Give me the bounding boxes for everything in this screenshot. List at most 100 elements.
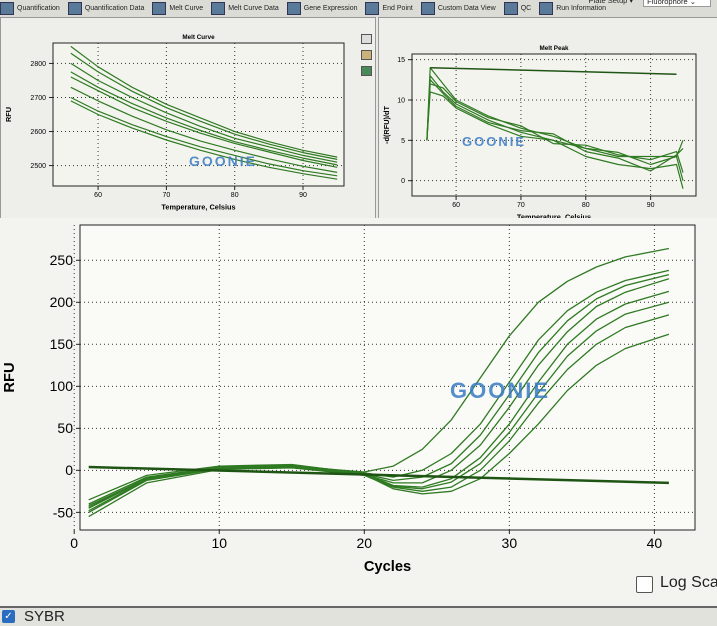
series-line-7 bbox=[70, 100, 338, 180]
tab-quantification[interactable]: Quantification bbox=[0, 2, 60, 15]
x-tick-label: 40 bbox=[647, 535, 663, 551]
series-line-2 bbox=[426, 83, 684, 173]
fluorophore-strip: ✓ SYBR bbox=[0, 606, 717, 626]
y-tick-label: 2800 bbox=[30, 61, 46, 68]
x-tick-label: 20 bbox=[357, 535, 373, 551]
x-tick-label: 30 bbox=[502, 535, 518, 551]
series-line-4 bbox=[426, 79, 684, 172]
x-tick-label: 80 bbox=[582, 202, 590, 209]
tab-label: End Point bbox=[382, 5, 413, 12]
log-scale-label: Log Scale bbox=[660, 574, 717, 591]
y-tick-label: 2600 bbox=[30, 129, 46, 136]
chart-title: Melt Peak bbox=[539, 45, 569, 52]
series-line-6 bbox=[70, 96, 338, 177]
y-tick-label: 200 bbox=[50, 294, 74, 310]
y-tick-label: 100 bbox=[50, 378, 74, 394]
y-tick-label: 0 bbox=[401, 178, 405, 185]
melt-curve-chart: Melt Curve 60 70 80 90 2500 2600 2700 2800 Temper… bbox=[4, 34, 345, 212]
bar-chart-icon bbox=[286, 2, 301, 15]
tab-label: Quantification bbox=[17, 5, 60, 12]
threshold-line bbox=[88, 465, 669, 485]
watermark: GOONIE bbox=[189, 153, 257, 169]
tab-label: Melt Curve Data bbox=[228, 5, 279, 12]
gear-icon bbox=[420, 2, 435, 15]
y-tick-label: 250 bbox=[50, 252, 74, 268]
series-line-0 bbox=[70, 45, 338, 158]
flat-line bbox=[430, 66, 677, 75]
plate-setup-dropdown[interactable]: Plate Setup ▾ bbox=[589, 0, 634, 7]
melt-curve-panel: Melt Curve 60 70 80 90 2500 2600 2700 2800 Temper… bbox=[0, 17, 376, 219]
tab-gene-expression[interactable]: Gene Expression bbox=[286, 2, 358, 15]
tab-quantification-data[interactable]: Quantification Data bbox=[67, 2, 145, 15]
tab-end-point[interactable]: End Point bbox=[365, 2, 413, 15]
y-tick-label: 10 bbox=[397, 97, 405, 104]
table-chart-icon bbox=[67, 2, 82, 15]
watermark: GOONIE bbox=[450, 378, 550, 403]
x-tick-label: 70 bbox=[162, 192, 170, 199]
x-tick-label: 80 bbox=[231, 192, 239, 199]
tab-melt-curve-data[interactable]: Melt Curve Data bbox=[211, 2, 279, 15]
tab-label: QC bbox=[520, 5, 532, 12]
x-tick-label: 10 bbox=[211, 535, 227, 551]
x-tick-label: 60 bbox=[94, 192, 102, 199]
tab-label: Gene Expression bbox=[303, 5, 358, 12]
tab-qc[interactable]: QC bbox=[503, 2, 532, 15]
peak-icon bbox=[152, 2, 167, 15]
info-icon bbox=[539, 2, 554, 15]
y-tick-label: 150 bbox=[50, 336, 74, 352]
tab-label: Quantification Data bbox=[84, 5, 145, 12]
melt-peak-panel: Melt Peak 60 70 80 90 0 5 10 15 Temperature, Cels… bbox=[378, 17, 717, 222]
watermark: GOONIE bbox=[462, 134, 526, 149]
y-tick-label: -50 bbox=[53, 504, 73, 520]
tab-run-information[interactable]: Run Information bbox=[539, 2, 606, 15]
sybr-checkbox[interactable]: ✓ bbox=[2, 610, 15, 623]
x-axis-label: Temperature, Celsius bbox=[161, 203, 235, 212]
peak-table-icon bbox=[211, 2, 226, 15]
series-line-2 bbox=[70, 62, 338, 163]
end-point-icon bbox=[365, 2, 380, 15]
x-tick-label: 70 bbox=[517, 202, 525, 209]
tab-label: Run Information bbox=[556, 5, 606, 12]
sybr-label: SYBR bbox=[24, 608, 65, 625]
series-line-3 bbox=[88, 278, 670, 513]
tab-label: Melt Curve bbox=[169, 5, 204, 12]
y-axis-label: RFU bbox=[4, 107, 13, 122]
plate-setup-label: Plate Setup bbox=[588, 0, 628, 5]
y-axis-label: -d(RFU)/dT bbox=[382, 106, 391, 144]
plot-area bbox=[52, 42, 345, 187]
y-tick-label: 0 bbox=[65, 462, 73, 478]
plot-area bbox=[411, 53, 697, 197]
amplification-panel: 0 10 20 30 40 -50 0 50 100 150 200 250 Cycles RFU GOON… bbox=[0, 218, 717, 606]
log-scale-checkbox[interactable] bbox=[636, 576, 653, 593]
amplification-chart: 0 10 20 30 40 -50 0 50 100 150 200 250 Cycles RFU GOON… bbox=[2, 224, 696, 575]
series-line-1 bbox=[426, 75, 684, 181]
x-axis-label: Temperature, Celsius bbox=[517, 213, 591, 219]
fluorophore-label: Fluorophore bbox=[647, 0, 688, 6]
qc-icon bbox=[503, 2, 518, 15]
series-line-7 bbox=[88, 333, 670, 507]
series-line-4 bbox=[88, 290, 670, 501]
chart-icon bbox=[0, 2, 14, 15]
toolbar: Quantification Quantification Data Melt Cu… bbox=[0, 0, 717, 17]
y-tick-label: 2700 bbox=[30, 95, 46, 102]
chart-settings-icon[interactable] bbox=[361, 66, 372, 76]
melt-peak-chart: Melt Peak 60 70 80 90 0 5 10 15 Temperature, Cels… bbox=[382, 45, 697, 222]
copy-icon[interactable] bbox=[361, 34, 372, 44]
series-line-6 bbox=[88, 314, 670, 518]
series-line-3 bbox=[70, 71, 338, 166]
x-tick-label: 0 bbox=[70, 535, 78, 551]
tab-custom-data-view[interactable]: Custom Data View bbox=[420, 2, 496, 15]
y-tick-label: 2500 bbox=[30, 163, 46, 170]
export-icon[interactable] bbox=[361, 50, 372, 60]
chart-title: Melt Curve bbox=[182, 34, 215, 41]
fluorophore-dropdown[interactable]: Fluorophore ⌄ bbox=[643, 0, 711, 7]
series-line-4 bbox=[70, 76, 338, 168]
y-tick-label: 15 bbox=[397, 57, 405, 64]
tab-melt-curve[interactable]: Melt Curve bbox=[152, 2, 203, 15]
x-axis-label: Cycles bbox=[364, 559, 411, 575]
series-line-1 bbox=[70, 52, 338, 160]
x-tick-label: 90 bbox=[647, 202, 655, 209]
tab-label: Custom Data View bbox=[437, 5, 496, 12]
y-axis-label: RFU bbox=[2, 362, 18, 392]
y-tick-label: 5 bbox=[401, 138, 405, 145]
